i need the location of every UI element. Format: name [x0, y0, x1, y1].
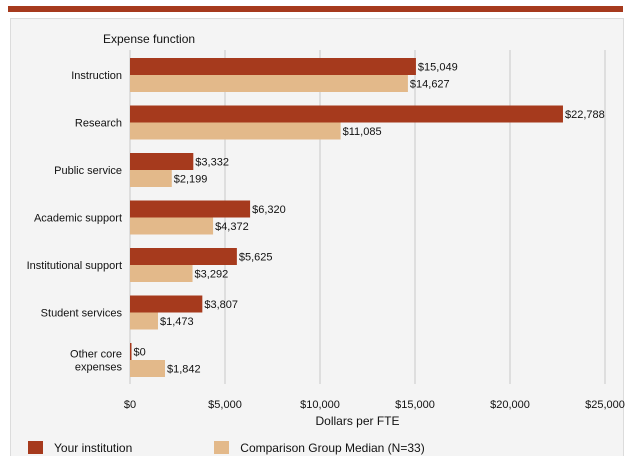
top-rule: [8, 6, 623, 12]
bar-your-institution: [130, 200, 251, 218]
legend-label-your-institution: Your institution: [54, 440, 133, 455]
value-label-comparison: $4,372: [215, 221, 249, 233]
value-label-your-institution: $22,788: [565, 109, 605, 121]
bar-your-institution: [130, 248, 237, 265]
category-label: Other core expenses: [70, 349, 122, 374]
bar-comparison: [130, 360, 165, 377]
category-label: Instruction: [71, 70, 122, 82]
value-label-your-institution: $5,625: [239, 252, 273, 264]
category-label: Public service: [54, 165, 122, 177]
y-axis-header: Expense function: [103, 32, 195, 46]
legend-swatch-your-institution: [28, 441, 43, 454]
value-label-your-institution: $3,807: [204, 299, 238, 311]
bar-comparison: [130, 122, 341, 140]
category-label: Research: [75, 118, 122, 130]
legend: Your institution Comparison Group Median…: [28, 440, 507, 455]
value-label-comparison: $3,292: [195, 269, 229, 281]
value-label-comparison: $2,199: [174, 174, 208, 186]
bar-your-institution: [130, 105, 563, 123]
bar-your-institution: [130, 295, 203, 313]
x-tick-label: $0: [124, 399, 136, 411]
x-tick-label: $5,000: [208, 399, 242, 411]
legend-item-comparison: Comparison Group Median (N=33): [214, 440, 425, 455]
bar-comparison: [130, 170, 172, 187]
legend-item-your-institution: Your institution: [28, 441, 132, 455]
bar-comparison: [130, 75, 408, 92]
bar-your-institution: [130, 58, 416, 75]
value-label-your-institution: $0: [134, 347, 146, 359]
value-label-your-institution: $3,332: [195, 157, 229, 169]
bar-comparison: [130, 265, 193, 282]
category-label: Academic support: [34, 213, 122, 225]
x-tick-label: $15,000: [395, 399, 435, 411]
value-label-your-institution: $6,320: [252, 204, 286, 216]
bar-comparison: [130, 217, 214, 235]
category-label: Institutional support: [27, 260, 122, 272]
value-label-comparison: $1,473: [160, 316, 194, 328]
bar-your-institution: [130, 153, 194, 170]
legend-swatch-comparison: [214, 441, 230, 454]
value-label-comparison: $11,085: [343, 126, 382, 138]
category-label: Student services: [41, 308, 123, 320]
x-tick-label: $25,000: [585, 399, 625, 411]
bar-your-institution: [130, 343, 132, 360]
x-tick-label: $10,000: [300, 399, 340, 411]
bar-comparison: [130, 312, 158, 330]
value-label-comparison: $14,627: [410, 79, 450, 91]
value-label-comparison: $1,842: [167, 364, 201, 376]
legend-label-comparison: Comparison Group Median (N=33): [240, 440, 425, 455]
x-tick-label: $20,000: [490, 399, 530, 411]
value-label-your-institution: $15,049: [418, 62, 458, 74]
x-axis-title: Dollars per FTE: [315, 414, 399, 428]
